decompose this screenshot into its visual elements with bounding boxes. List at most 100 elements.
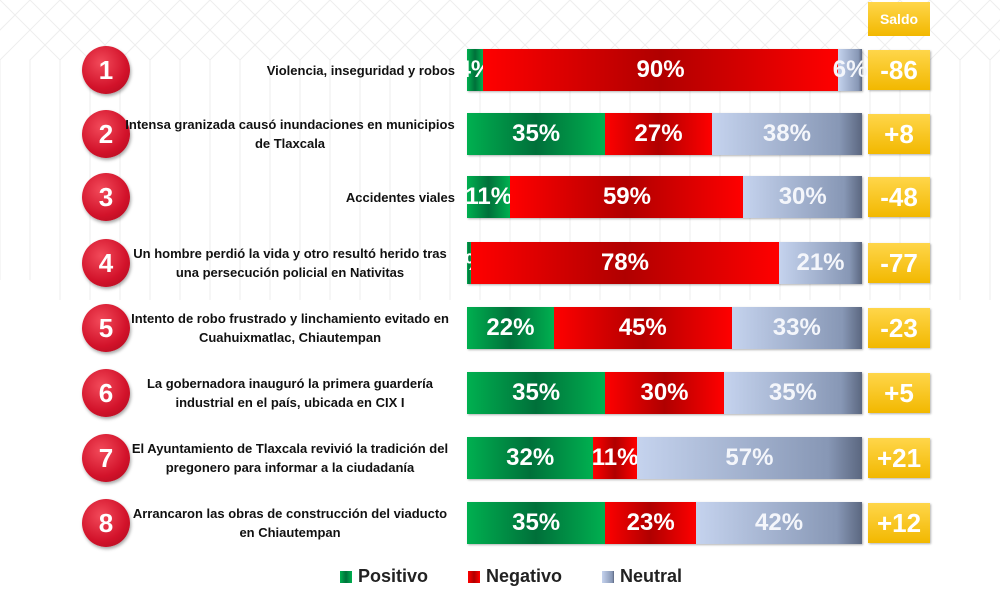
data-label: 22% <box>486 314 535 341</box>
category-label-text: Intento de robo frustrado y linchamiento… <box>131 311 449 345</box>
chart-row: 2 Intensa granizada causó inundaciones e… <box>0 110 1000 163</box>
legend-swatch <box>468 570 481 583</box>
data-label: 30% <box>778 183 827 210</box>
bar-segment-neutral: 57% <box>636 437 862 479</box>
data-label: 38% <box>762 120 811 147</box>
bar-segment-positivo: 35% <box>467 372 606 414</box>
data-label: 57% <box>725 444 774 471</box>
bar-segment-neutral: 42% <box>696 502 862 544</box>
data-label: 6% <box>832 56 868 83</box>
chart-row: 7 El Ayuntamiento de Tlaxcala revivió la… <box>0 434 1000 487</box>
data-label: 33% <box>772 314 821 341</box>
bar-segment-positivo: 22% <box>467 307 554 349</box>
stacked-bar: 1% 78% 21% <box>452 242 862 284</box>
category-label: Accidentes viales <box>125 176 455 218</box>
data-label: 11% <box>591 444 639 471</box>
data-label: 11% <box>465 183 513 210</box>
category-label: Violencia, inseguridad y robos <box>125 49 455 91</box>
rank-badge: 3 <box>82 173 130 221</box>
bar-segment-negativo: 23% <box>605 502 697 544</box>
data-label: 21% <box>796 249 845 276</box>
category-label-text: El Ayuntamiento de Tlaxcala revivió la t… <box>131 441 449 475</box>
legend-item: Negativo <box>468 566 562 587</box>
bar-segment-negativo: 90% <box>482 49 839 91</box>
bar-segment-neutral: 30% <box>743 176 862 218</box>
bar-segment-negativo: 59% <box>510 176 744 218</box>
legend-label: Neutral <box>620 566 683 586</box>
stacked-bar: 32% 11% 57% <box>467 437 862 479</box>
legend: Positivo Negativo Neutral <box>340 566 682 587</box>
data-label: 78% <box>600 249 649 276</box>
legend-swatch <box>602 570 615 583</box>
saldo-header: Saldo <box>868 2 930 36</box>
rank-badge: 2 <box>82 110 130 158</box>
saldo-value: +12 <box>868 503 930 543</box>
data-label: 23% <box>626 509 675 536</box>
category-label: El Ayuntamiento de Tlaxcala revivió la t… <box>125 437 455 479</box>
data-label: 30% <box>640 379 689 406</box>
chart-row: 8 Arrancaron las obras de construcción d… <box>0 499 1000 552</box>
chart-row: 5 Intento de robo frustrado y linchamien… <box>0 304 1000 357</box>
data-label: 35% <box>512 509 561 536</box>
category-label: Arrancaron las obras de construcción del… <box>125 502 455 544</box>
saldo-value: +21 <box>868 438 930 478</box>
category-label: La gobernadora inauguró la primera guard… <box>125 372 455 414</box>
bar-segment-neutral: 21% <box>779 242 862 284</box>
data-label: 27% <box>634 120 683 147</box>
bar-segment-negativo: 78% <box>470 242 780 284</box>
legend-item: Positivo <box>340 566 428 587</box>
legend-label: Negativo <box>486 566 563 586</box>
data-label: 90% <box>636 56 685 83</box>
rank-badge: 7 <box>82 434 130 482</box>
saldo-value: -48 <box>868 177 930 217</box>
saldo-value: -23 <box>868 308 930 348</box>
bar-segment-negativo: 11% <box>591 437 639 479</box>
bar-segment-neutral: 38% <box>711 113 862 155</box>
legend-swatch <box>340 570 352 583</box>
saldo-value: -77 <box>868 243 930 283</box>
saldo-value: +5 <box>868 373 930 413</box>
stacked-bar: 35% 23% 42% <box>467 502 862 544</box>
bar-segment-positivo: 32% <box>467 437 594 479</box>
rank-badge: 4 <box>82 239 130 287</box>
rank-badge: 1 <box>82 46 130 94</box>
stacked-bar: 4% 90% 6% <box>458 49 867 91</box>
stacked-bar: 11% 59% 30% <box>465 176 862 218</box>
bar-segment-positivo: 35% <box>467 113 606 155</box>
category-label-text: La gobernadora inauguró la primera guard… <box>146 376 434 410</box>
stacked-bar: 35% 27% 38% <box>467 113 862 155</box>
chart-row: 4 Un hombre perdió la vida y otro result… <box>0 239 1000 292</box>
stacked-bar: 22% 45% 33% <box>467 307 862 349</box>
legend-label: Positivo <box>358 566 429 586</box>
chart-row: 3 Accidentes viales 11% 59% 30% -48 <box>0 173 1000 226</box>
chart-row: 6 La gobernadora inauguró la primera gua… <box>0 369 1000 422</box>
bar-segment-positivo: 35% <box>467 502 606 544</box>
category-label: Intensa granizada causó inundaciones en … <box>125 113 455 155</box>
bar-segment-negativo: 45% <box>553 307 732 349</box>
category-label-text: Intensa granizada causó inundaciones en … <box>125 117 455 151</box>
category-label-text: Violencia, inseguridad y robos <box>266 62 455 78</box>
rank-badge: 8 <box>82 499 130 547</box>
legend-item: Neutral <box>602 566 682 587</box>
stacked-bar: 35% 30% 35% <box>467 372 862 414</box>
bar-segment-neutral: 35% <box>723 372 862 414</box>
chart-row: 1 Violencia, inseguridad y robos 4% 90% 6%… <box>0 46 1000 99</box>
category-label-text: Un hombre perdió la vida y otro resultó … <box>133 246 447 280</box>
data-label: 35% <box>768 379 817 406</box>
data-label: 32% <box>506 444 555 471</box>
data-label: 42% <box>755 509 804 536</box>
saldo-value: -86 <box>868 50 930 90</box>
data-label: 35% <box>512 120 561 147</box>
category-label: Intento de robo frustrado y linchamiento… <box>125 307 455 349</box>
category-label-text: Arrancaron las obras de construcción del… <box>132 506 448 540</box>
rank-badge: 6 <box>82 369 130 417</box>
bar-segment-negativo: 30% <box>605 372 724 414</box>
data-label: 59% <box>602 183 651 210</box>
data-label: 35% <box>512 379 561 406</box>
category-label-text: Accidentes viales <box>345 189 455 205</box>
bar-segment-positivo: 11% <box>465 176 513 218</box>
bar-segment-positivo: 4% <box>458 49 492 91</box>
saldo-value: +8 <box>868 114 930 154</box>
category-label: Un hombre perdió la vida y otro resultó … <box>125 242 455 284</box>
bar-segment-neutral: 6% <box>833 49 867 91</box>
